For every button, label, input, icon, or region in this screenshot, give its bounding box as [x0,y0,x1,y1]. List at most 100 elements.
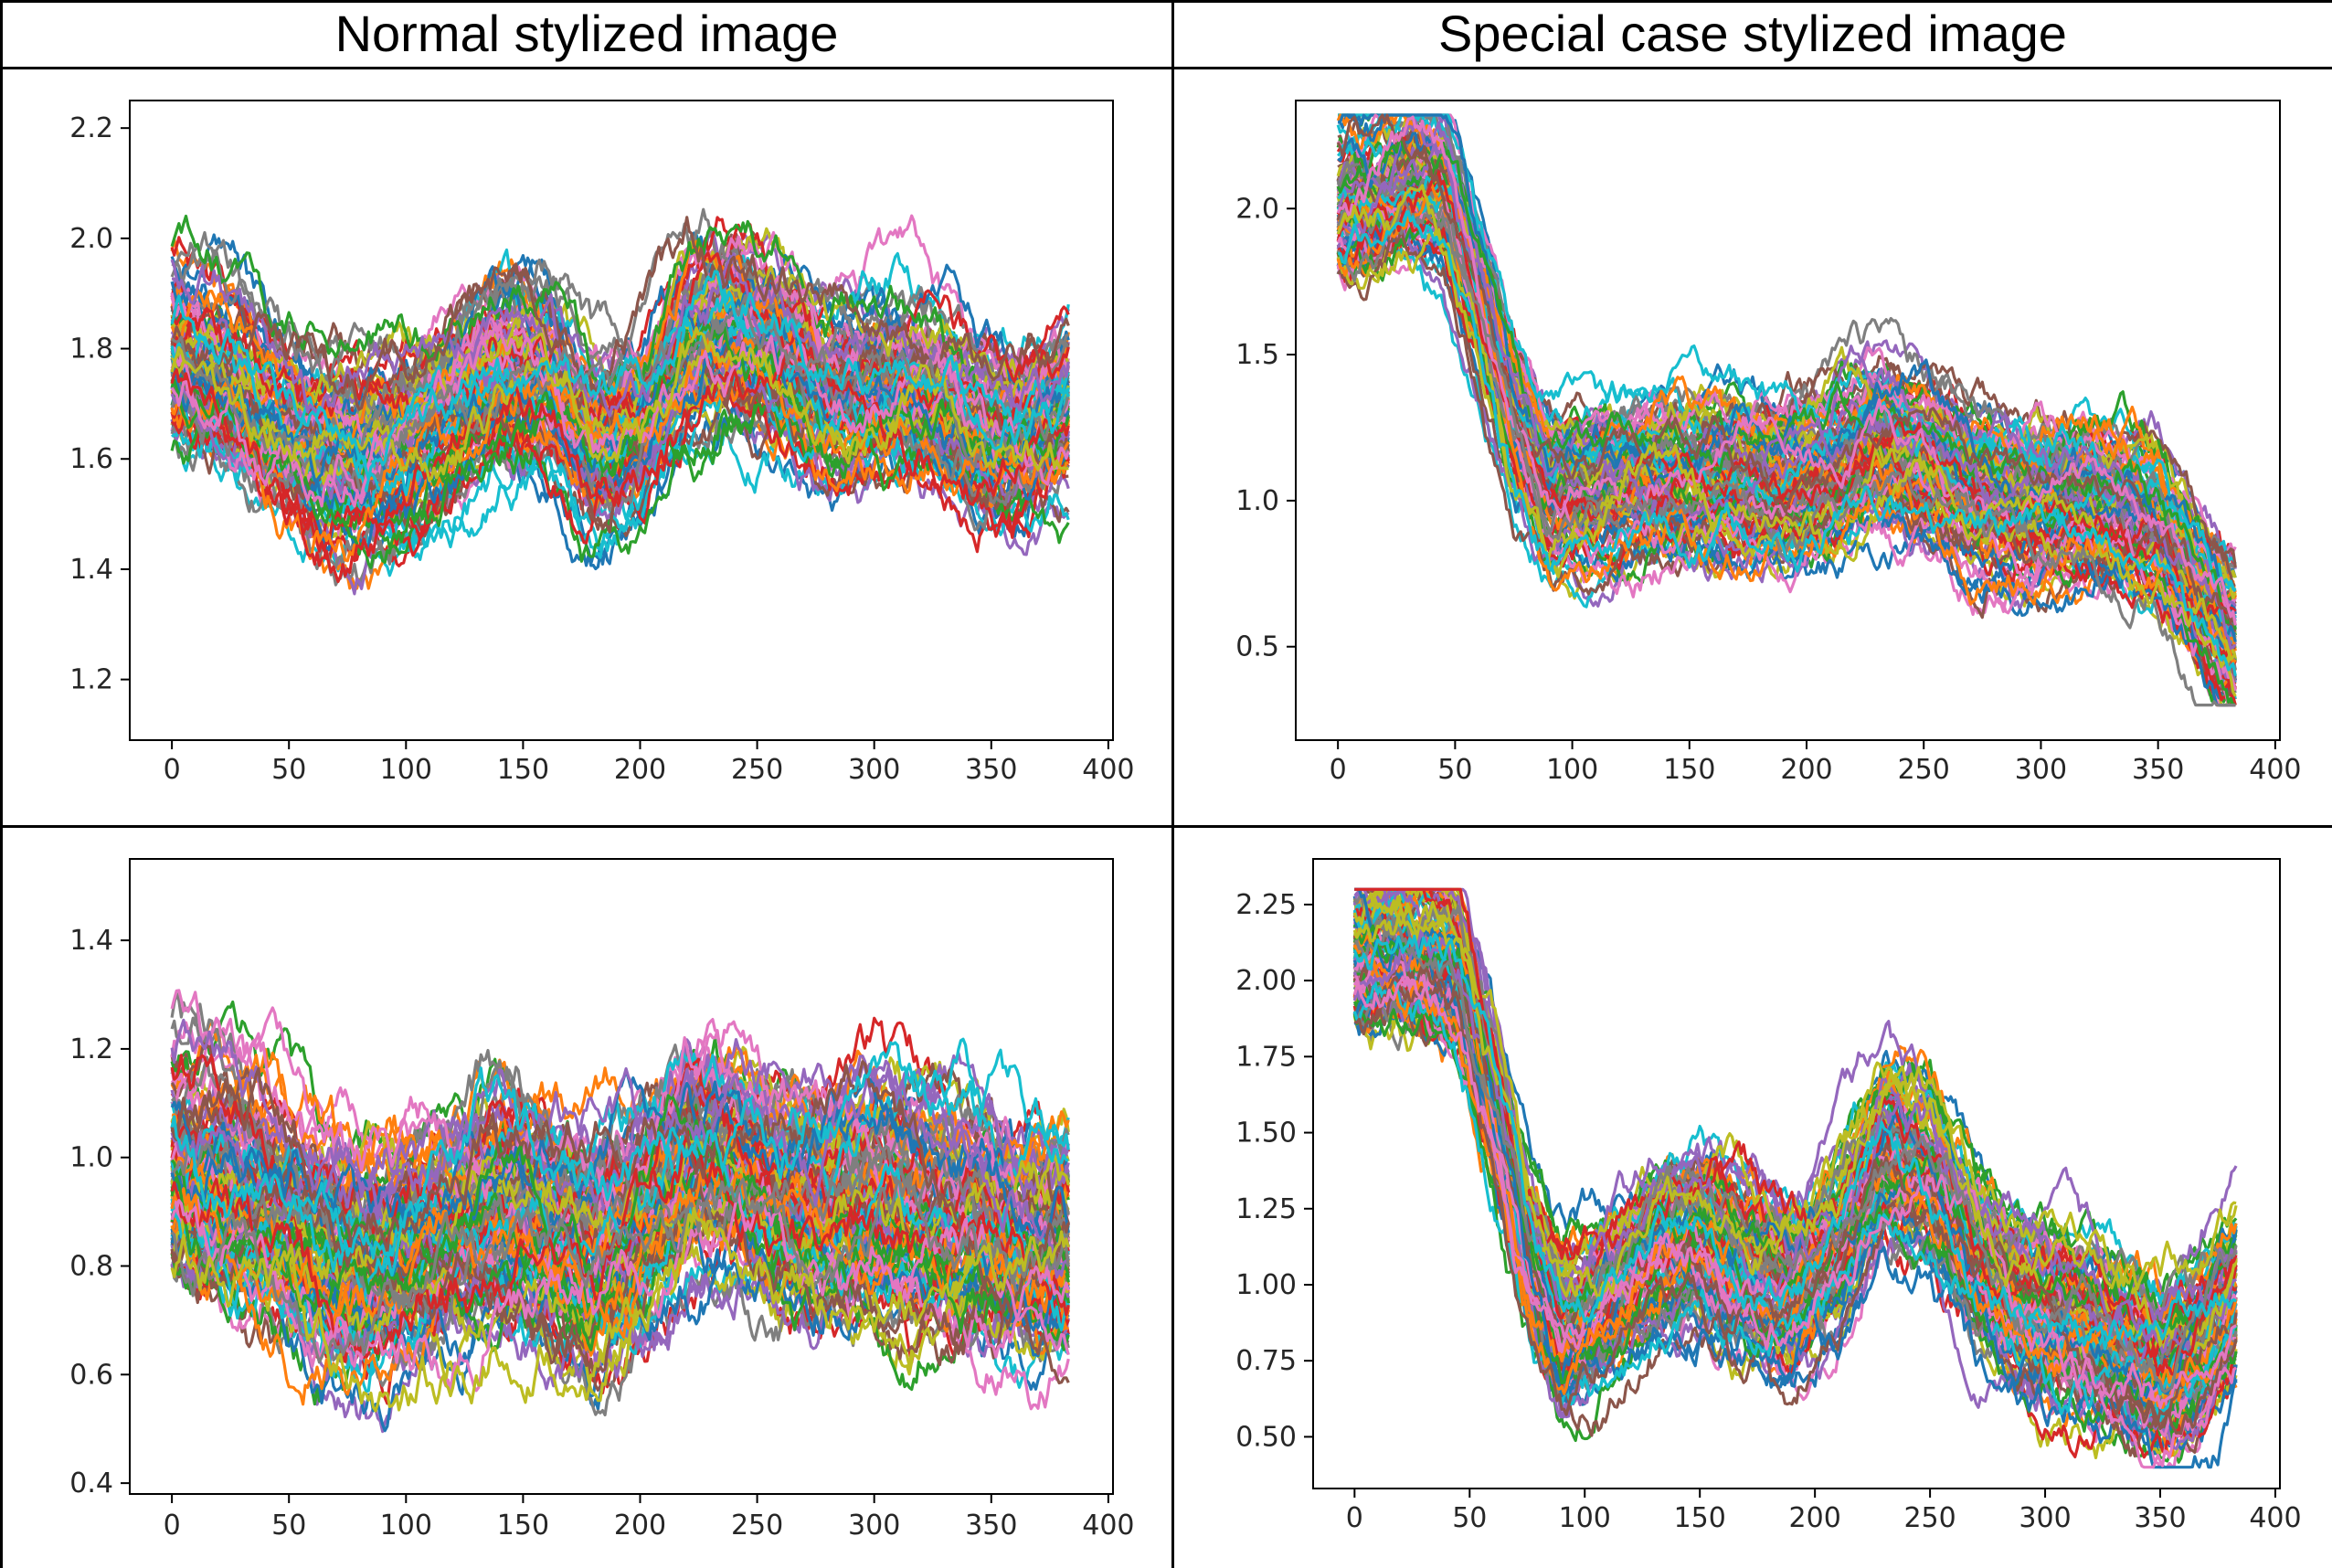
series-line [170,1018,1070,1279]
table-border-left [0,0,3,1568]
x-tick-label: 300 [2015,754,2067,786]
axes-frame [1312,858,2281,1489]
y-tick-label: 0.50 [1235,1421,1297,1453]
x-tick-label: 400 [1082,754,1134,786]
y-tick-label: 1.4 [69,554,113,586]
x-tick-label: 100 [380,1510,432,1542]
series-line [170,216,1070,411]
series-line [1354,926,2238,1393]
series-line [1352,980,2238,1415]
y-tick-label: 2.25 [1235,889,1297,921]
series-line [1336,143,2237,650]
series-line [170,1049,1070,1237]
y-tick-label: 1.25 [1235,1193,1297,1225]
axes-frame [129,858,1114,1495]
series-line [1338,113,2237,642]
x-tick-label: 350 [2134,1502,2186,1534]
y-tick-label: 1.5 [1235,339,1279,371]
y-tick-label: 2.00 [1235,965,1297,997]
x-tick-label: 150 [497,1510,549,1542]
series-line [170,1037,1069,1277]
y-tick-label: 0.5 [1235,631,1279,663]
x-tick-label: 100 [1546,754,1598,786]
x-tick-label: 250 [1903,1502,1956,1534]
table-divider-middle [0,825,2332,828]
series-line [170,339,1070,495]
x-tick-label: 150 [497,754,549,786]
series-line [1353,975,2238,1436]
chart-bottom-left: 0 50 100 150 200 250 300 350 400 0.4 0.6 0.8 1.0 1.2 1… [69,858,1135,1542]
series-line [1336,113,2237,626]
x-tick-label: 400 [2249,1502,2301,1534]
y-tick-label: 0.75 [1235,1345,1297,1377]
series-line [170,1175,1070,1364]
table-divider-header [0,67,2332,69]
series-line [1337,210,2237,677]
x-tick-label: 300 [848,754,900,786]
series-line [1336,184,2237,662]
series-line [170,216,1070,469]
x-tick-label: 50 [1452,1502,1487,1534]
series-line [1336,196,2236,707]
x-tick-label: 150 [1674,1502,1726,1534]
y-tick-label: 1.00 [1235,1269,1297,1301]
x-tick-label: 400 [1082,1510,1134,1542]
series-group [1352,887,2238,1469]
y-tick-label: 2.0 [69,223,113,255]
series-group [1336,113,2237,707]
x-tick-label: 300 [848,1510,900,1542]
series-line [1336,115,2237,626]
x-tick-label: 350 [965,754,1017,786]
header-special-case: Special case stylized image [1438,4,2067,62]
x-tick-label: 200 [1780,754,1832,786]
series-line [170,1206,1070,1413]
x-tick-label: 150 [1663,754,1715,786]
x-tick-label: 50 [271,754,306,786]
x-tick-label: 50 [1437,754,1472,786]
chart-top-left: 0 50 100 150 200 250 300 350 400 1.2 1.4 1.6 1.8 2.0 2… [69,100,1135,786]
x-tick-label: 250 [731,754,783,786]
series-line [170,1060,1070,1314]
chart-top-right: 0 50 100 150 200 250 300 350 400 0.5 1.0 1.5 2.0 [1235,100,2302,786]
axes-frame [1295,100,2281,741]
x-tick-label: 200 [614,1510,666,1542]
x-tick-label: 250 [1898,754,1950,786]
x-tick-label: 50 [271,1510,306,1542]
y-tick-label: 1.50 [1235,1118,1297,1150]
x-tick-label: 0 [164,754,181,786]
x-tick-label: 0 [1346,1502,1363,1534]
series-line [171,251,1070,430]
x-tick-label: 200 [1789,1502,1841,1534]
y-tick-label: 1.2 [69,664,113,696]
y-tick-label: 1.6 [69,443,113,475]
series-group [170,989,1070,1434]
x-tick-label: 200 [614,754,666,786]
x-tick-label: 350 [2132,754,2184,786]
y-tick-label: 0.6 [69,1359,113,1391]
series-line [1353,975,2237,1410]
x-tick-label: 300 [2019,1502,2071,1534]
header-normal: Normal stylized image [334,4,839,62]
table-divider-vertical [1171,0,1174,1568]
axes-frame [129,100,1114,741]
y-tick-label: 1.75 [1235,1041,1297,1073]
y-tick-label: 1.4 [69,925,113,957]
chart-bottom-right: 0 50 100 150 200 250 300 350 400 0.50 0.75 1.00 1.25… [1235,858,2302,1534]
series-line [1336,170,2237,622]
series-line [1336,228,2236,650]
series-line [1352,927,2238,1343]
y-tick-label: 1.0 [1235,485,1279,517]
series-line [1336,136,2237,630]
series-line [170,326,1069,482]
y-tick-label: 0.8 [69,1251,113,1283]
series-line [170,270,1070,481]
y-tick-label: 2.0 [1235,193,1279,225]
x-tick-label: 250 [731,1510,783,1542]
table-border-top [0,0,2332,3]
series-line [170,327,1070,584]
x-tick-label: 100 [380,754,432,786]
series-line [171,241,1070,429]
x-tick-label: 0 [1330,754,1347,786]
x-tick-label: 400 [2249,754,2301,786]
